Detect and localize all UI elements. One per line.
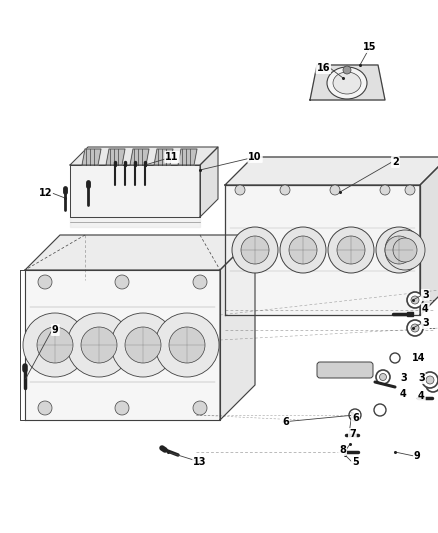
Polygon shape (178, 149, 197, 165)
Text: 3: 3 (418, 373, 425, 383)
Text: 11: 11 (165, 152, 179, 162)
Polygon shape (420, 157, 438, 315)
Polygon shape (130, 149, 149, 165)
Circle shape (393, 238, 417, 262)
Circle shape (407, 292, 423, 308)
Circle shape (422, 372, 438, 388)
Circle shape (349, 409, 361, 421)
Ellipse shape (241, 236, 269, 264)
Circle shape (169, 327, 205, 363)
Polygon shape (200, 147, 218, 217)
Polygon shape (70, 165, 200, 217)
Text: 4: 4 (422, 304, 429, 314)
Text: 3: 3 (400, 373, 407, 383)
Ellipse shape (333, 72, 361, 94)
Circle shape (411, 324, 419, 332)
Text: 13: 13 (193, 457, 207, 467)
Text: 6: 6 (282, 417, 289, 427)
Text: 8: 8 (339, 445, 346, 455)
Text: 4: 4 (418, 391, 425, 401)
Text: 10: 10 (248, 152, 262, 162)
Circle shape (405, 185, 415, 195)
Ellipse shape (385, 236, 413, 264)
Circle shape (67, 313, 131, 377)
Circle shape (115, 275, 129, 289)
Text: 6: 6 (352, 413, 359, 423)
Text: 4: 4 (400, 389, 407, 399)
Circle shape (37, 327, 73, 363)
Circle shape (38, 401, 52, 415)
Circle shape (23, 313, 87, 377)
Circle shape (343, 66, 351, 74)
Circle shape (193, 275, 207, 289)
Circle shape (235, 185, 245, 195)
Polygon shape (25, 270, 220, 420)
Polygon shape (106, 149, 125, 165)
Text: 9: 9 (52, 325, 59, 335)
Text: 12: 12 (39, 188, 52, 198)
Circle shape (125, 327, 161, 363)
Text: 14: 14 (412, 353, 425, 363)
Circle shape (380, 185, 390, 195)
Polygon shape (70, 147, 218, 165)
Text: 9: 9 (414, 451, 421, 461)
Polygon shape (70, 217, 200, 227)
Circle shape (426, 376, 434, 384)
Circle shape (407, 320, 423, 336)
FancyBboxPatch shape (317, 362, 373, 378)
Circle shape (330, 185, 340, 195)
Text: 3: 3 (422, 290, 429, 300)
Ellipse shape (328, 227, 374, 273)
Circle shape (193, 401, 207, 415)
Text: 16: 16 (317, 63, 330, 73)
Polygon shape (82, 149, 101, 165)
Polygon shape (310, 65, 385, 100)
Text: 7: 7 (349, 429, 356, 439)
Polygon shape (154, 149, 173, 165)
Text: 2: 2 (392, 157, 399, 167)
Polygon shape (220, 235, 255, 420)
Circle shape (411, 296, 419, 304)
Text: 5: 5 (352, 457, 359, 467)
Circle shape (374, 404, 386, 416)
Circle shape (38, 275, 52, 289)
Circle shape (155, 313, 219, 377)
Circle shape (379, 374, 386, 381)
Ellipse shape (289, 236, 317, 264)
Polygon shape (225, 157, 438, 185)
Bar (407, 312, 413, 316)
Text: 3: 3 (422, 318, 429, 328)
Circle shape (81, 327, 117, 363)
Ellipse shape (280, 227, 326, 273)
Circle shape (115, 401, 129, 415)
Circle shape (280, 185, 290, 195)
Text: 15: 15 (363, 42, 377, 52)
Ellipse shape (327, 67, 367, 99)
Circle shape (376, 370, 390, 384)
Circle shape (111, 313, 175, 377)
Circle shape (385, 230, 425, 270)
Polygon shape (225, 185, 420, 315)
Circle shape (426, 378, 438, 392)
Ellipse shape (337, 236, 365, 264)
Polygon shape (25, 235, 255, 270)
Ellipse shape (232, 227, 278, 273)
Ellipse shape (376, 227, 422, 273)
Circle shape (390, 353, 400, 363)
